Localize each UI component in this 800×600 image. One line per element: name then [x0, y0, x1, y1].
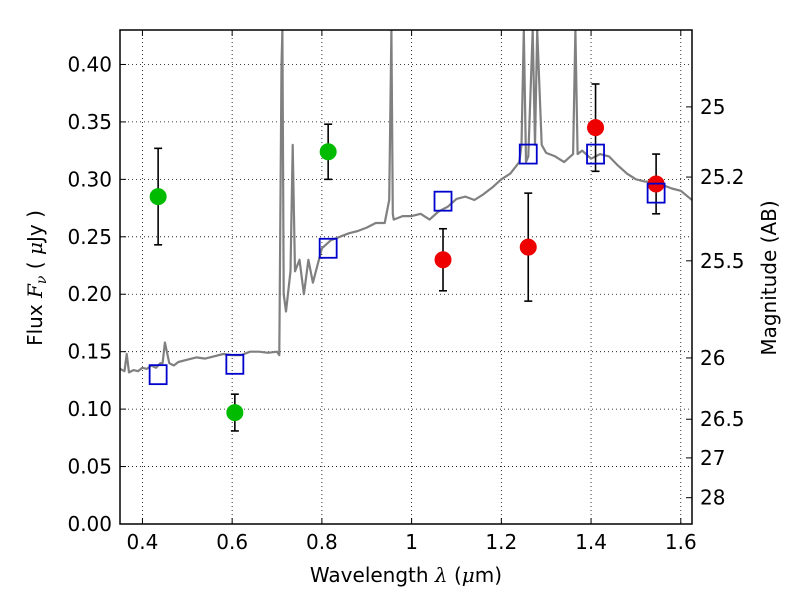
y-tick-label: 0.20 — [67, 282, 112, 306]
x-tick-label: 0.4 — [127, 530, 159, 554]
spectrum-line — [120, 30, 692, 374]
y2-tick-label: 25.5 — [700, 249, 745, 273]
y-tick-label: 0.00 — [67, 512, 112, 536]
data-point — [226, 404, 244, 422]
y2-tick-label: 27 — [700, 446, 725, 470]
model-point — [646, 182, 666, 204]
plot-frame — [119, 29, 693, 525]
y2-tick-label: 28 — [700, 486, 725, 510]
data-point — [149, 188, 167, 206]
plot-data — [120, 30, 692, 432]
y-tick-label: 0.15 — [67, 340, 112, 364]
data-point — [434, 251, 452, 269]
y-tick-label: 0.40 — [67, 52, 112, 76]
x-tick-label: 1 — [405, 530, 418, 554]
y2-tick-label: 26.5 — [700, 407, 745, 431]
y2-axis-label: Magnitude (AB) — [757, 200, 781, 355]
grid-lines — [120, 30, 692, 525]
x-tick-label: 0.6 — [216, 530, 248, 554]
model-point — [518, 143, 538, 165]
y2-tick-label: 25 — [700, 95, 725, 119]
y2-tick-label: 25.2 — [700, 165, 745, 189]
y-axis-label: Flux Fν ( μJy ) — [23, 210, 50, 346]
data-point — [587, 119, 605, 137]
y-tick-label: 0.30 — [67, 167, 112, 191]
y2-tick-label: 26 — [700, 346, 725, 370]
model-point — [433, 190, 453, 212]
x-tick-label: 1.4 — [575, 530, 607, 554]
y-tick-label: 0.10 — [67, 397, 112, 421]
y-tick-label: 0.35 — [67, 110, 112, 134]
model-point — [148, 364, 168, 386]
x-axis-label: Wavelength λ (μm) — [310, 563, 502, 587]
x-tick-label: 1.2 — [485, 530, 517, 554]
data-point — [319, 143, 337, 161]
y-tick-label: 0.05 — [67, 455, 112, 479]
model-point — [225, 353, 245, 375]
x-tick-label: 0.8 — [306, 530, 338, 554]
model-point — [586, 143, 605, 165]
model-point — [318, 237, 338, 259]
axis-ticks: 0.4 0.6 0.8 1 1.2 1.4 1.6 0.00 0.05 0.10 0.15 0.20 0… — [67, 30, 745, 554]
x-tick-label: 1.6 — [665, 530, 697, 554]
y-tick-label: 0.25 — [67, 225, 112, 249]
data-point — [519, 238, 537, 256]
